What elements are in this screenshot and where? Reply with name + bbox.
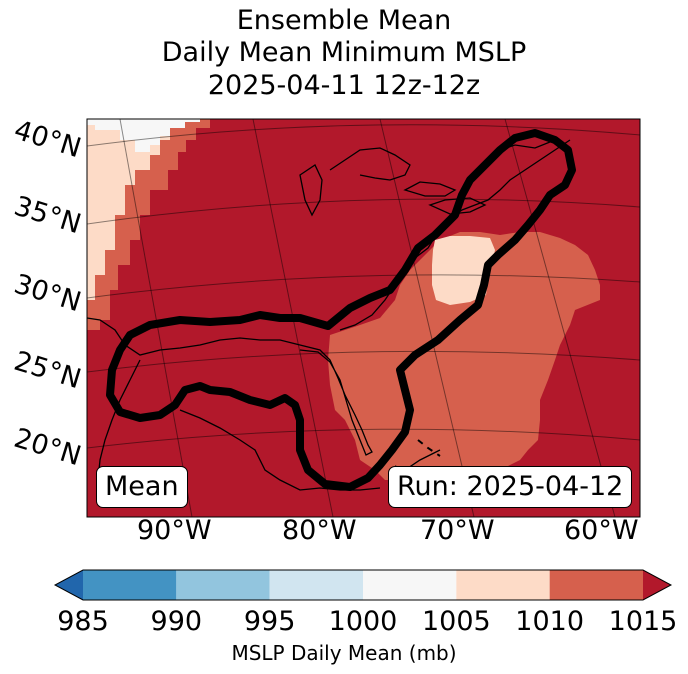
colorbar-label: MSLP Daily Mean (mb) (231, 641, 457, 665)
pressure-region-1000-corner (87, 119, 200, 152)
colorbar-outline (53, 569, 673, 601)
mean-badge: Mean (96, 466, 188, 508)
colorbar-extend-high (643, 570, 671, 600)
pressure-region-1005-west (87, 119, 170, 300)
colorbar-bin-990-995 (176, 570, 270, 600)
pressure-region-1010-central (328, 232, 600, 482)
colorbar-tick-990: 990 (150, 606, 203, 637)
coast-dashes (417, 439, 441, 457)
lon-label-90w: 90°W (137, 515, 212, 546)
colorbar-bin-985-990 (83, 570, 177, 600)
run-date-badge: Run: 2025-04-12 (388, 466, 633, 508)
colorbar-tick-985: 985 (57, 606, 109, 637)
lon-label-70w: 70°W (420, 515, 495, 546)
colorbar-bin-1005-1010 (456, 570, 550, 600)
colorbar-tick-1010: 1010 (515, 606, 585, 637)
lon-label-80w: 80°W (282, 515, 357, 546)
contour-outline (106, 129, 576, 491)
colorbar-tick-1000: 1000 (328, 606, 398, 637)
chart-title-line3: 2025-04-11 12z-12z (207, 70, 481, 101)
colorbar-tick-1015: 1015 (608, 606, 678, 637)
colorbar-bin-1000-1005 (363, 570, 457, 600)
chart-title-line1: Ensemble Mean (236, 5, 452, 36)
lon-label-60w: 60°W (564, 515, 639, 546)
colorbar-tick-995: 995 (243, 606, 296, 637)
map-frame (86, 118, 641, 518)
colorbar-bin-995-1000 (269, 570, 363, 600)
colorbar-tick-1005: 1005 (421, 606, 491, 637)
chart-title-line2: Daily Mean Minimum MSLP (161, 37, 527, 68)
colorbar-extend-low (55, 570, 83, 600)
colorbar-bin-1010-1015 (549, 570, 643, 600)
